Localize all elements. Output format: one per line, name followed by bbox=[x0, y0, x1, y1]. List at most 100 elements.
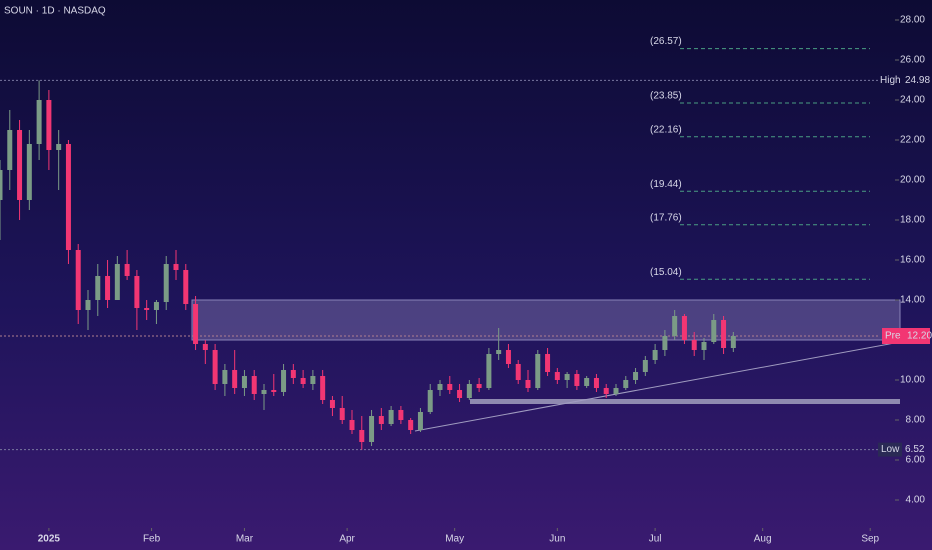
candle-body bbox=[202, 344, 208, 350]
x-tick-label: Jul bbox=[649, 534, 662, 545]
candle-body bbox=[173, 264, 179, 270]
candle-body bbox=[505, 350, 511, 364]
candle-body bbox=[681, 316, 687, 340]
y-tick-label: 28.00 bbox=[900, 15, 925, 26]
candle-body bbox=[261, 390, 267, 394]
fib-label: (26.57) bbox=[650, 36, 682, 47]
candle-body bbox=[212, 350, 218, 384]
candle-body bbox=[232, 370, 238, 388]
low-box bbox=[878, 442, 902, 457]
low-label: Low bbox=[881, 444, 900, 455]
candle-body bbox=[408, 420, 414, 430]
y-tick-label: 18.00 bbox=[900, 215, 925, 226]
resistance-zone bbox=[191, 299, 901, 341]
fib-label: (15.04) bbox=[650, 267, 682, 278]
fib-label: (17.76) bbox=[650, 212, 682, 223]
candle-body bbox=[7, 130, 13, 170]
candle-body bbox=[672, 316, 678, 336]
x-tick-label: Mar bbox=[236, 534, 254, 545]
candle-body bbox=[85, 300, 91, 310]
x-tick-label: Aug bbox=[754, 534, 772, 545]
x-tick-label: Feb bbox=[143, 534, 161, 545]
high-label: High bbox=[880, 75, 901, 86]
candle-body bbox=[593, 378, 599, 388]
candle-body bbox=[241, 376, 247, 388]
y-tick-label: 26.00 bbox=[900, 55, 925, 66]
candle-body bbox=[310, 376, 316, 384]
y-tick-label: 6.00 bbox=[906, 455, 926, 466]
candle-body bbox=[633, 372, 639, 380]
candle-body bbox=[290, 370, 296, 378]
candle-body bbox=[730, 336, 736, 348]
candle-body bbox=[281, 370, 287, 392]
candle-body bbox=[623, 380, 629, 388]
candle-body bbox=[398, 410, 404, 420]
x-tick-label: Apr bbox=[339, 534, 355, 545]
chart-title: SOUN · 1D · NASDAQ bbox=[4, 6, 106, 17]
candle-body bbox=[545, 354, 551, 372]
candle-body bbox=[486, 354, 492, 388]
candle-body bbox=[457, 390, 463, 398]
x-tick-label: Jun bbox=[549, 534, 565, 545]
last-label: Pre bbox=[885, 331, 901, 342]
candle-body bbox=[56, 144, 62, 150]
candle-body bbox=[339, 408, 345, 420]
candle-body bbox=[300, 378, 306, 384]
candle-body bbox=[183, 270, 189, 304]
candle-body bbox=[378, 416, 384, 424]
candle-body bbox=[163, 264, 169, 302]
candle-body bbox=[574, 374, 580, 386]
y-tick-label: 10.00 bbox=[900, 375, 925, 386]
candle-body bbox=[359, 430, 365, 442]
candle-body bbox=[17, 130, 23, 200]
y-tick-label: 14.00 bbox=[900, 295, 925, 306]
candle-body bbox=[584, 378, 590, 386]
x-tick-label: 2025 bbox=[38, 534, 61, 545]
candle-body bbox=[320, 376, 326, 400]
candle-body bbox=[652, 350, 658, 360]
x-tick-label: May bbox=[445, 534, 464, 545]
last-box bbox=[882, 328, 930, 344]
candle-body bbox=[134, 276, 140, 308]
high-value: 24.98 bbox=[905, 75, 930, 86]
y-tick-label: 8.00 bbox=[906, 415, 926, 426]
candle-body bbox=[603, 388, 609, 394]
candle-body bbox=[447, 384, 453, 390]
y-tick-label: 24.00 bbox=[900, 95, 925, 106]
low-value: 6.52 bbox=[905, 444, 925, 455]
y-tick-label: 16.00 bbox=[900, 255, 925, 266]
candle-body bbox=[193, 304, 199, 344]
candle-body bbox=[124, 264, 130, 276]
candle-body bbox=[466, 384, 472, 398]
candle-body bbox=[642, 360, 648, 372]
candle-body bbox=[271, 390, 277, 392]
candle-body bbox=[535, 354, 541, 388]
candle-body bbox=[329, 400, 335, 408]
fib-label: (19.44) bbox=[650, 179, 682, 190]
candle-body bbox=[496, 350, 502, 354]
candle-body bbox=[349, 420, 355, 430]
candle-body bbox=[0, 170, 3, 200]
candle-body bbox=[75, 250, 81, 310]
candle-body bbox=[369, 416, 375, 442]
candle-body bbox=[251, 376, 257, 394]
candle-body bbox=[95, 276, 101, 300]
candle-body bbox=[36, 100, 42, 144]
x-tick-label: Sep bbox=[861, 534, 879, 545]
candle-body bbox=[613, 388, 619, 394]
candle-body bbox=[564, 374, 570, 380]
candle-body bbox=[515, 364, 521, 380]
candle-body bbox=[476, 384, 482, 388]
candle-body bbox=[691, 340, 697, 350]
candle-body bbox=[26, 144, 32, 200]
candle-body bbox=[711, 320, 717, 342]
candle-body bbox=[144, 308, 150, 310]
candle-body bbox=[105, 276, 111, 300]
y-tick-label: 4.00 bbox=[906, 495, 926, 506]
candle-body bbox=[427, 390, 433, 412]
candle-body bbox=[46, 100, 52, 150]
candle-body bbox=[153, 302, 159, 310]
candle-body bbox=[525, 380, 531, 388]
candle-body bbox=[65, 144, 71, 250]
